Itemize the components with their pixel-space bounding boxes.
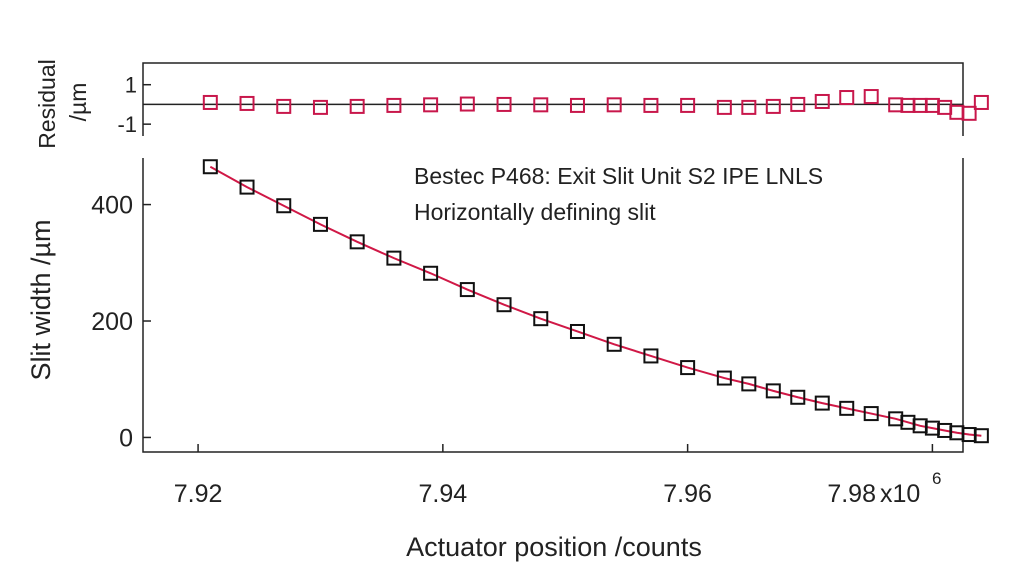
main-point: [569, 323, 585, 339]
main-point: [643, 348, 659, 364]
main-point: [349, 234, 365, 250]
residual-point: [912, 97, 928, 113]
main-point: [606, 336, 622, 352]
residual-point: [814, 93, 830, 109]
main-point: [680, 360, 696, 376]
residual-point: [239, 95, 255, 111]
residual-y-tick-label: 1: [125, 73, 137, 98]
residual-point: [349, 98, 365, 114]
residual-point: [863, 89, 879, 105]
residual-y-tick-label: -1: [117, 112, 137, 137]
main-point: [741, 376, 757, 392]
residual-point: [312, 99, 328, 115]
residual-point: [716, 99, 732, 115]
main-point: [459, 282, 475, 298]
residual-point: [276, 98, 292, 114]
residual-panel: 1 -1 Residual /µm: [34, 59, 989, 149]
x-exponent-power: 6: [932, 469, 941, 488]
main-point: [533, 311, 549, 327]
main-point: [202, 159, 218, 175]
annotation-line2: Horizontally defining slit: [414, 199, 656, 225]
residual-point: [423, 97, 439, 113]
residual-point: [949, 104, 965, 120]
main-y-tick-label: 400: [91, 192, 133, 220]
residual-point: [741, 99, 757, 115]
residual-point: [459, 96, 475, 112]
residual-point: [533, 97, 549, 113]
main-x-tick-label: 7.92: [174, 480, 223, 508]
main-markers: [202, 159, 989, 444]
main-point: [386, 250, 402, 266]
residual-point: [961, 105, 977, 121]
main-y-tick-label: 200: [91, 308, 133, 336]
main-x-tick-label: 7.98: [827, 480, 876, 508]
main-point: [239, 179, 255, 195]
residual-y-label-line1: Residual: [34, 59, 60, 149]
fit-curve: [209, 165, 982, 437]
residual-y-label-line2: /µm: [65, 83, 91, 122]
residual-point: [202, 94, 218, 110]
main-point: [839, 400, 855, 416]
residual-markers: [202, 89, 989, 121]
residual-point: [790, 96, 806, 112]
x-exponent-label: x10: [880, 480, 920, 508]
main-y-tick-label: 0: [119, 424, 133, 452]
main-panel: 0 200 400 7.92 7.94 7.96 7.98 Bestec P468: Ex…: [26, 158, 989, 562]
main-y-label: Slit width /µm: [26, 219, 56, 380]
main-point: [423, 265, 439, 281]
main-point: [863, 406, 879, 422]
main-point: [496, 297, 512, 313]
main-point: [765, 383, 781, 399]
main-point: [312, 216, 328, 232]
residual-point: [643, 97, 659, 113]
x-axis-label: Actuator position /counts: [406, 532, 702, 562]
main-axes-frame: [142, 158, 964, 453]
residual-point: [900, 97, 916, 113]
residual-point: [839, 90, 855, 106]
residual-point: [765, 98, 781, 114]
residual-point: [973, 94, 989, 110]
main-point: [790, 389, 806, 405]
main-point: [276, 198, 292, 214]
main-x-tick-label: 7.96: [663, 480, 712, 508]
residual-point: [924, 97, 940, 113]
main-point: [973, 428, 989, 444]
residual-y-ticks: 1 -1: [117, 73, 151, 137]
main-point: [716, 370, 732, 386]
main-x-tick-label: 7.94: [419, 480, 468, 508]
residual-point: [937, 99, 953, 115]
residual-point: [680, 97, 696, 113]
residual-point: [496, 96, 512, 112]
main-x-ticks: 7.92 7.94 7.96 7.98: [174, 444, 934, 508]
annotation-line1: Bestec P468: Exit Slit Unit S2 IPE LNLS: [414, 163, 823, 189]
residual-axes-frame: [142, 62, 964, 136]
main-point: [814, 395, 830, 411]
residual-point: [569, 97, 585, 113]
residual-point: [606, 97, 622, 113]
residual-point: [386, 97, 402, 113]
main-y-ticks: 0 200 400: [91, 192, 151, 452]
